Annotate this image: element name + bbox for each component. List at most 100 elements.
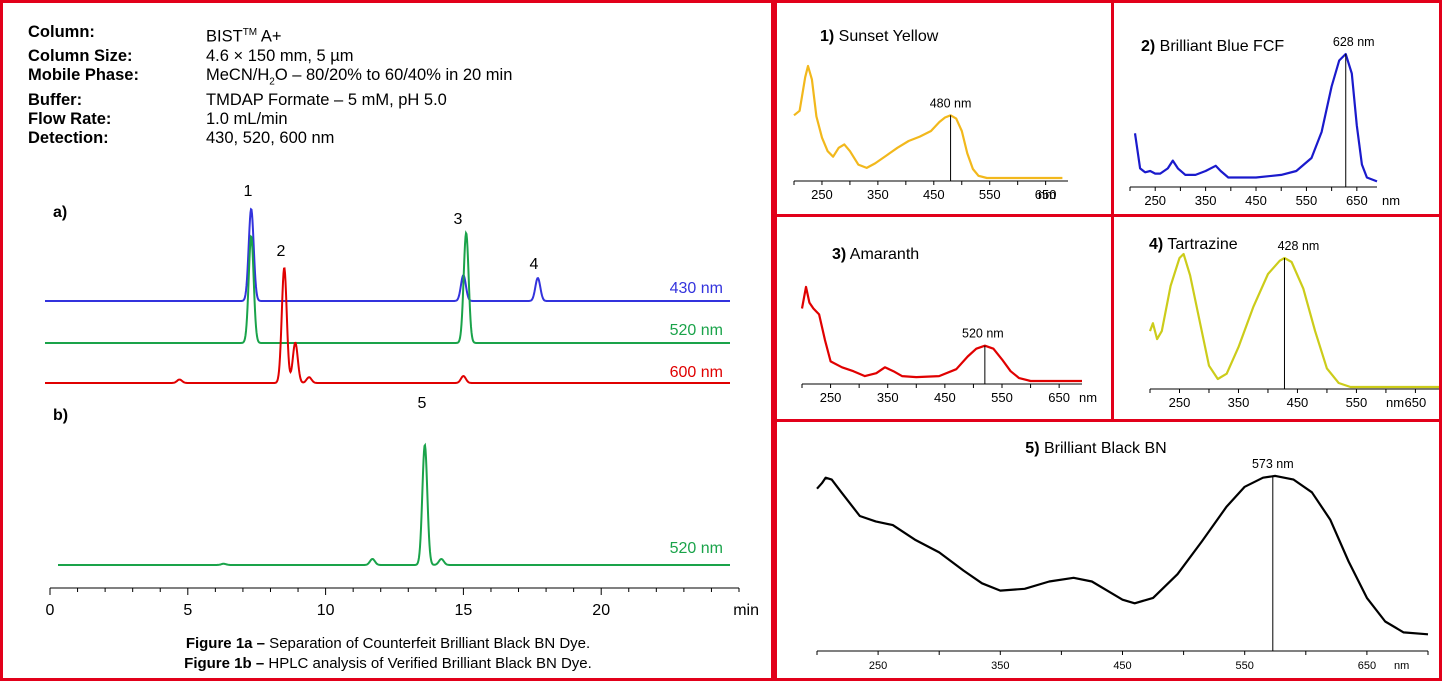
spectrum-x-tick-label: 550 <box>1346 395 1368 410</box>
x-tick-label: 5 <box>183 602 192 619</box>
spectrum-x-tick-label: 250 <box>820 390 842 405</box>
peak-label-1: 1 <box>244 183 253 200</box>
spectrum-peak-label-3: 520 nm <box>962 327 1004 341</box>
chromatogram-panel: Column: BISTTM A+ Column Size: 4.6 × 150… <box>0 0 774 681</box>
spectrum-panel-1: 1) Sunset Yellow 250 350 450 550 650 nm 480 nm <box>774 0 1114 217</box>
condition-buffer: Buffer: TMDAP Formate – 5 mM, pH 5.0 <box>28 91 512 110</box>
spectrum-x-unit: nm <box>1079 390 1097 405</box>
x-tick-label: 10 <box>317 602 335 619</box>
spectrum-x-tick-label: 350 <box>1228 395 1250 410</box>
spectrum-x-tick-label: 650 <box>1358 660 1376 672</box>
spectrum-x-tick-label: 250 <box>1169 395 1191 410</box>
column-label: Column: <box>28 23 95 41</box>
spectrum-curve-5 <box>816 474 1429 636</box>
spectrum-x-unit: nm <box>1038 187 1056 202</box>
spectrum-x-tick-label: 550 <box>991 390 1013 405</box>
spectrum-curve-2 <box>1133 52 1378 183</box>
x-tick-label: 15 <box>455 602 473 619</box>
spectrum-title-number: 4) <box>1149 236 1163 253</box>
spectrum-title-text: Brilliant Black BN <box>1040 440 1167 457</box>
peak-label-2: 2 <box>277 243 286 260</box>
buffer-value: TMDAP Formate – 5 mM, pH 5.0 <box>206 90 447 109</box>
spectrum-peak-label-5: 573 nm <box>1252 457 1294 471</box>
method-conditions: Column: BISTTM A+ Column Size: 4.6 × 150… <box>28 23 512 148</box>
spectrum-peak-label-1: 480 nm <box>930 96 972 110</box>
condition-column: Column: BISTTM A+ <box>28 23 512 47</box>
spectrum-title-3: 3) Amaranth <box>832 246 919 263</box>
spectrum-title-5: 5) Brilliant Black BN <box>1025 440 1166 457</box>
spectrum-x-unit: nm <box>1386 395 1404 410</box>
trace-3 <box>45 267 730 384</box>
spectrum-title-number: 5) <box>1025 440 1039 457</box>
spectrum-x-tick-label: 350 <box>877 390 899 405</box>
spectrum-x-tick-label: 450 <box>923 187 945 202</box>
spectrum-title-text: Amaranth <box>846 246 919 263</box>
trace-label-2: 520 nm <box>670 322 723 339</box>
panel-label-b: b) <box>53 407 68 424</box>
spectrum-x-tick-label: 450 <box>1113 660 1131 672</box>
spectrum-x-tick-label: 650 <box>1346 193 1368 208</box>
chromatogram-chart: a) b) 430 nm 1 4 520 nm 3 600 nm 2 520 nm 5 0 5 10 15 2… <box>45 183 759 619</box>
peak-label-5: 5 <box>418 395 427 412</box>
flow-value: 1.0 mL/min <box>206 109 288 128</box>
spectrum-peak-label-4: 428 nm <box>1278 239 1320 253</box>
peak-label-4: 4 <box>530 256 539 273</box>
spectrum-chart-3: 3) Amaranth 250 350 450 550 650 nm 520 nm <box>800 246 1097 405</box>
x-axis-unit: min <box>733 602 759 619</box>
spectrum-chart-2: 2) Brilliant Blue FCF 250 350 450 550 650 nm 62… <box>1129 35 1400 208</box>
spectrum-title-number: 1) <box>820 28 834 45</box>
spectrum-x-tick-label: 550 <box>1296 193 1318 208</box>
size-label: Column Size: <box>28 46 133 65</box>
trace-1 <box>45 207 730 302</box>
spectrum-x-tick-label: 450 <box>1245 193 1267 208</box>
spectrum-panel-2: 2) Brilliant Blue FCF 250 350 450 550 650 nm 62… <box>1111 0 1442 217</box>
condition-size: Column Size: 4.6 × 150 mm, 5 µm <box>28 47 512 66</box>
spectrum-x-tick-label: 350 <box>867 187 889 202</box>
detection-label: Detection: <box>28 128 109 147</box>
spectrum-chart-5: 5) Brilliant Black BN 250 350 450 550 650 nm 57… <box>816 440 1429 672</box>
panel-label-a: a) <box>53 204 67 221</box>
mobile-value: MeCN/H2O – 80/20% to 60/40% in 20 min <box>206 65 513 87</box>
x-tick-label: 20 <box>592 602 610 619</box>
condition-flow: Flow Rate: 1.0 mL/min <box>28 110 512 129</box>
size-value: 4.6 × 150 mm, 5 µm <box>206 46 354 65</box>
spectrum-title-1: 1) Sunset Yellow <box>820 28 939 45</box>
spectrum-title-text: Tartrazine <box>1163 236 1238 253</box>
flow-label: Flow Rate: <box>28 109 112 128</box>
trace-label-3: 600 nm <box>670 364 723 381</box>
spectrum-curve-1 <box>793 64 1063 180</box>
trace-label-1: 430 nm <box>670 280 723 297</box>
trace-4 <box>58 442 730 566</box>
column-value: BISTTM A+ <box>206 27 282 46</box>
spectrum-panel-4: 4) Tartrazine 250 350 450 550 650 nm 428 nm <box>1111 214 1442 422</box>
spectrum-x-tick-label: 650 <box>1035 187 1057 202</box>
spectrum-x-tick-label: 650 <box>1405 395 1427 410</box>
x-tick-label: 0 <box>46 602 55 619</box>
mobile-label: Mobile Phase: <box>28 65 139 84</box>
spectrum-x-tick-label: 250 <box>869 660 887 672</box>
spectrum-curve-3 <box>800 285 1082 383</box>
spectrum-x-tick-label: 450 <box>934 390 956 405</box>
spectrum-x-tick-label: 450 <box>1287 395 1309 410</box>
caption-fig1a: Figure 1a – Separation of Counterfeit Br… <box>185 635 591 652</box>
spectrum-x-tick-label: 350 <box>991 660 1009 672</box>
spectrum-x-tick-label: 250 <box>1144 193 1166 208</box>
spectrum-x-tick-label: 650 <box>1048 390 1070 405</box>
buffer-label: Buffer: <box>28 90 83 109</box>
spectrum-curve-4 <box>1148 252 1439 389</box>
trace-2 <box>45 230 730 344</box>
caption-fig1b: Figure 1b – HPLC analysis of Verified Br… <box>184 655 592 672</box>
spectrum-x-unit: nm <box>1394 660 1409 672</box>
spectrum-panel-5: 5) Brilliant Black BN 250 350 450 550 650 nm 57… <box>774 419 1442 681</box>
condition-mobile-phase: Mobile Phase: MeCN/H2O – 80/20% to 60/40… <box>28 66 512 91</box>
spectrum-peak-label-2: 628 nm <box>1333 35 1375 49</box>
peak-label-3: 3 <box>454 211 463 228</box>
spectrum-x-tick-label: 550 <box>1236 660 1254 672</box>
spectrum-x-tick-label: 550 <box>979 187 1001 202</box>
spectrum-title-2: 2) Brilliant Blue FCF <box>1141 38 1284 55</box>
spectrum-x-unit: nm <box>1382 193 1400 208</box>
spectrum-title-number: 3) <box>832 246 846 263</box>
detection-value: 430, 520, 600 nm <box>206 128 335 147</box>
